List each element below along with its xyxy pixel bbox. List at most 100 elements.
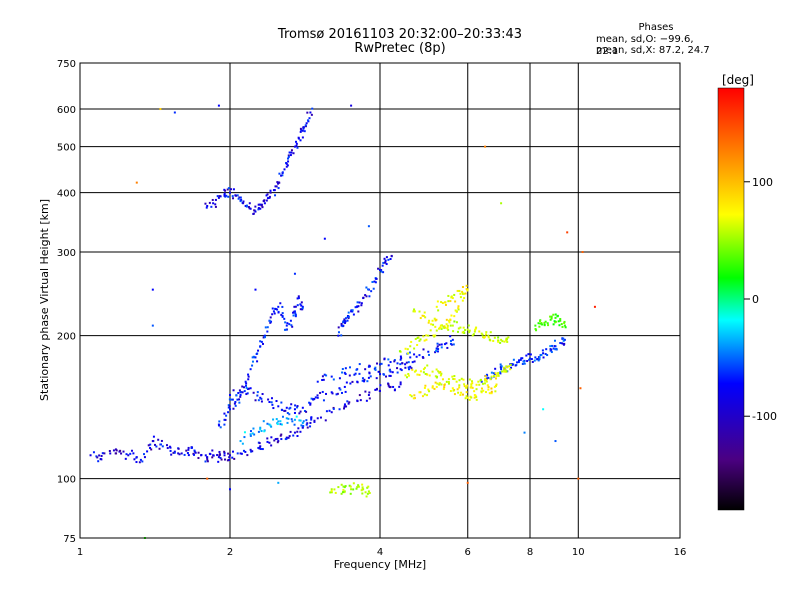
- data-point: [443, 384, 446, 387]
- data-point: [368, 365, 371, 368]
- data-point: [285, 328, 288, 331]
- data-point: [456, 330, 459, 333]
- data-point: [254, 356, 257, 359]
- data-point: [245, 205, 248, 208]
- data-point: [278, 181, 281, 184]
- data-point: [287, 154, 290, 157]
- data-point: [506, 366, 509, 369]
- data-point: [248, 207, 251, 210]
- data-point: [396, 362, 399, 365]
- data-point: [471, 334, 474, 337]
- data-point: [139, 458, 142, 461]
- data-point: [290, 324, 293, 327]
- data-point: [251, 360, 254, 363]
- data-point: [266, 197, 269, 200]
- data-point: [219, 426, 222, 429]
- data-point: [480, 332, 483, 335]
- data-point: [321, 390, 324, 393]
- data-point: [407, 368, 410, 371]
- data-point: [173, 111, 176, 114]
- data-point: [302, 127, 305, 130]
- data-point: [427, 353, 430, 356]
- data-point: [277, 420, 280, 423]
- data-point: [310, 113, 313, 116]
- x-tick-label: 1: [77, 547, 83, 558]
- data-point: [379, 363, 381, 366]
- data-point: [344, 321, 347, 324]
- x-axis-label: Frequency [MHz]: [334, 558, 426, 571]
- data-point: [493, 375, 496, 378]
- data-point: [415, 355, 418, 358]
- data-point: [441, 378, 444, 381]
- data-point: [451, 324, 454, 327]
- data-point: [293, 408, 296, 411]
- data-point: [226, 188, 229, 191]
- data-point: [337, 334, 340, 337]
- data-point: [458, 386, 461, 389]
- data-point: [352, 488, 355, 491]
- data-point: [208, 201, 211, 204]
- data-point: [436, 345, 439, 348]
- data-point: [494, 390, 497, 393]
- data-point: [349, 485, 352, 488]
- data-point: [461, 290, 464, 293]
- data-point: [410, 367, 413, 370]
- data-point: [160, 439, 163, 442]
- data-point: [158, 447, 161, 450]
- data-point: [362, 296, 365, 299]
- data-point: [557, 320, 560, 323]
- data-point: [451, 387, 454, 390]
- data-point: [332, 407, 335, 410]
- data-point: [223, 192, 226, 195]
- data-point: [499, 371, 502, 374]
- y-tick-label: 300: [57, 248, 76, 259]
- data-point: [234, 401, 237, 404]
- data-point: [372, 287, 375, 290]
- data-point: [421, 395, 424, 398]
- data-point: [375, 388, 378, 391]
- data-point: [459, 292, 462, 295]
- data-point: [374, 368, 377, 371]
- data-point: [367, 485, 370, 488]
- data-point: [486, 384, 489, 387]
- data-point: [380, 362, 383, 365]
- x-tick-label: 16: [674, 547, 687, 558]
- data-point: [262, 420, 265, 423]
- data-point: [440, 346, 443, 349]
- data-point: [485, 380, 488, 383]
- data-point: [440, 372, 443, 375]
- data-point: [259, 340, 262, 343]
- x-tick-label: 4: [377, 547, 383, 558]
- data-point: [422, 356, 425, 359]
- data-point: [358, 301, 361, 304]
- data-point: [272, 189, 275, 192]
- data-point: [407, 352, 410, 355]
- data-point: [228, 405, 231, 408]
- data-point: [296, 297, 299, 300]
- data-point: [495, 383, 498, 386]
- data-point: [562, 339, 565, 342]
- data-point: [340, 324, 343, 327]
- data-point: [288, 323, 291, 326]
- data-point: [232, 389, 235, 392]
- data-point: [244, 204, 247, 207]
- data-point: [385, 375, 388, 378]
- data-point: [305, 419, 308, 422]
- data-point: [273, 439, 276, 442]
- data-point: [289, 154, 292, 157]
- data-point: [518, 359, 521, 362]
- data-point: [284, 321, 287, 324]
- data-point: [560, 323, 563, 326]
- data-point: [489, 331, 492, 334]
- data-point: [290, 151, 293, 154]
- x-tick-label: 8: [527, 547, 533, 558]
- data-point: [238, 389, 241, 392]
- data-point: [500, 365, 503, 368]
- data-point: [423, 386, 426, 389]
- data-point: [554, 316, 557, 319]
- data-point: [494, 372, 497, 375]
- data-point: [218, 424, 221, 427]
- data-point: [581, 251, 584, 254]
- data-point: [360, 304, 363, 307]
- data-point: [351, 380, 354, 383]
